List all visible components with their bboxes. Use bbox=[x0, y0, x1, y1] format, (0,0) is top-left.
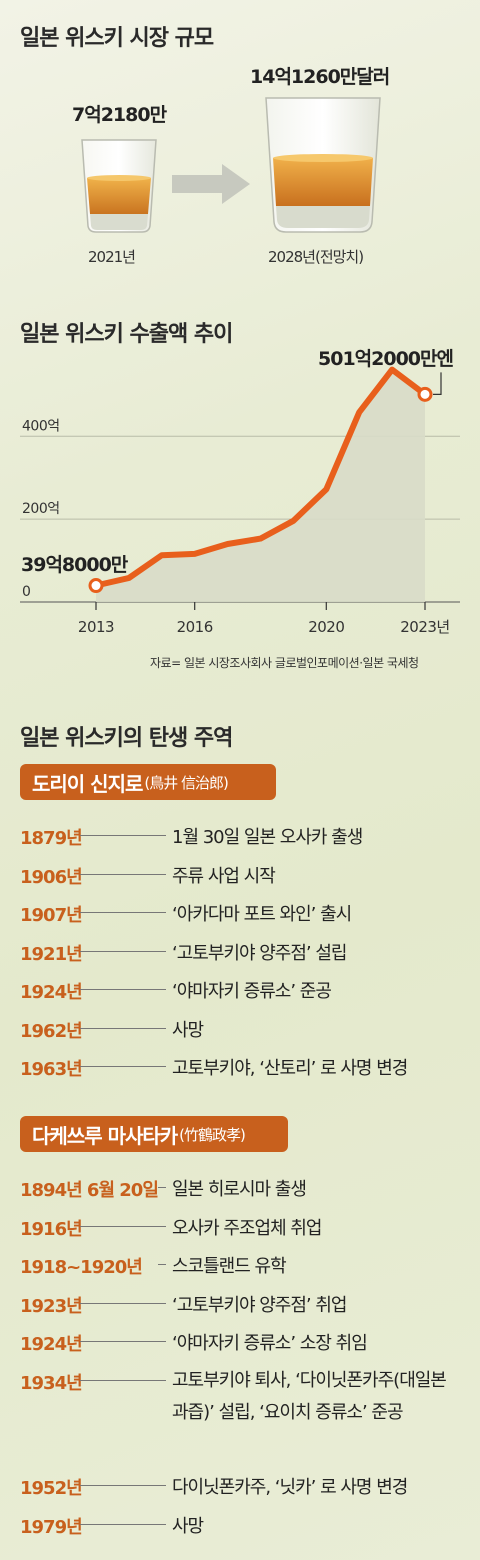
timeline-connector bbox=[80, 835, 166, 836]
timeline-event: 사망 bbox=[172, 1019, 204, 1041]
timeline-year: 1921년 bbox=[20, 943, 83, 965]
data-source: 자료= 일본 시장조사회사 글로벌인포메이션·일본 국세청 bbox=[150, 656, 419, 670]
market-title: 일본 위스키 시장 규모 bbox=[20, 26, 214, 51]
timeline-year: 1962년 bbox=[20, 1020, 83, 1042]
y-tick-label: 0 bbox=[22, 584, 30, 600]
timeline-event: 사망 bbox=[172, 1515, 204, 1537]
timeline-year: 1918~1920년 bbox=[20, 1257, 143, 1278]
arrow-right-icon bbox=[172, 164, 250, 204]
person-name: 다케쓰루 마사타카 bbox=[32, 1123, 178, 1148]
timeline-title: 일본 위스키의 탄생 주역 bbox=[20, 726, 233, 751]
person-name: 도리이 신지로 bbox=[32, 771, 143, 796]
end-label-leader bbox=[433, 372, 442, 395]
x-tick-label: 2023년 bbox=[400, 618, 449, 636]
timeline-year: 1934년 bbox=[20, 1372, 83, 1394]
timeline-year: 1924년 bbox=[20, 982, 83, 1003]
timeline-year: 1879년 bbox=[20, 828, 83, 849]
timeline-connector bbox=[80, 1379, 166, 1381]
timeline-year: 1924년 bbox=[20, 1334, 83, 1355]
y-tick-label: 200억 bbox=[22, 501, 60, 517]
export-title: 일본 위스키 수출액 추이 bbox=[20, 322, 233, 347]
x-tick-label: 2020 bbox=[308, 618, 344, 636]
timeline-connector bbox=[80, 1027, 166, 1029]
timeline-event: 1월 30일 일본 오사카 출생 bbox=[172, 827, 363, 848]
timeline-connector bbox=[80, 1066, 166, 1067]
timeline-connector bbox=[80, 1485, 166, 1487]
timeline-event: 고토부키야, ‘산토리’ 로 사명 변경 bbox=[172, 1058, 408, 1079]
timeline-year: 1907년 bbox=[20, 905, 83, 926]
market-2021-value: 7억2180만 bbox=[72, 104, 167, 126]
timeline-connector bbox=[80, 912, 166, 913]
timeline-year: 1916년 bbox=[20, 1218, 83, 1240]
timeline-event: ‘고토부키야 양주점’ 취업 bbox=[172, 1294, 348, 1316]
timeline-event: ‘아카다마 포트 와인’ 출시 bbox=[172, 904, 352, 925]
timeline-connector bbox=[158, 1264, 166, 1265]
timeline-connector bbox=[158, 1187, 166, 1188]
export-area bbox=[96, 369, 425, 602]
timeline-event: 고토부키야 퇴사, ‘다이닛폰카주(대일본과즙)’ 설립, ‘요이치 증류소’ … bbox=[172, 1369, 447, 1423]
export-chart: 0 200억 400억 2013 2016 2020 2023년 bbox=[20, 366, 460, 636]
timeline-event: 일본 히로시마 출생 bbox=[172, 1179, 307, 1200]
timeline-year: 1963년 bbox=[20, 1059, 83, 1080]
timeline-event: ‘고토부키야 양주점’ 설립 bbox=[172, 942, 348, 964]
timeline-connector bbox=[80, 1225, 166, 1227]
market-2021-year: 2021년 bbox=[88, 248, 136, 266]
market-2028-year: 2028년(전망치) bbox=[268, 248, 364, 266]
person-hanja: (竹鶴政孝) bbox=[179, 1125, 246, 1144]
timeline-event: ‘야마자키 증류소’ 준공 bbox=[172, 981, 332, 1002]
timeline-event: ‘야마자키 증류소’ 소장 취임 bbox=[172, 1333, 368, 1354]
person-hanja: (鳥井 信治郎) bbox=[144, 773, 228, 792]
export-end-label: 501억2000만엔 bbox=[318, 348, 454, 370]
export-line bbox=[93, 366, 428, 589]
person-badge-torii: 도리이 신지로 (鳥井 信治郎) bbox=[20, 764, 276, 800]
timeline-year: 1979년 bbox=[20, 1516, 83, 1538]
timeline-connector bbox=[80, 1302, 166, 1304]
x-tick-label: 2016 bbox=[177, 618, 213, 636]
data-point-marker bbox=[88, 578, 104, 594]
export-start-label: 39억8000만 bbox=[21, 554, 128, 576]
small-whisky-glass-icon bbox=[81, 139, 157, 233]
timeline-year: 1923년 bbox=[20, 1295, 83, 1317]
timeline-event: 다이닛폰카주, ‘닛카’ 로 사명 변경 bbox=[172, 1477, 408, 1499]
data-point-marker bbox=[417, 386, 433, 402]
timeline-connector bbox=[80, 989, 166, 990]
y-tick-label: 400억 bbox=[22, 418, 60, 434]
timeline-connector bbox=[80, 950, 166, 952]
timeline-event: 오사카 주조업체 취업 bbox=[172, 1217, 322, 1239]
timeline-connector bbox=[80, 873, 166, 875]
timeline-year: 1894년 6월 20일 bbox=[20, 1180, 159, 1201]
timeline-year: 1906년 bbox=[20, 866, 83, 888]
timeline-connector bbox=[80, 1341, 166, 1342]
timeline-event: 주류 사업 시작 bbox=[172, 865, 276, 887]
x-tick-label: 2013 bbox=[78, 618, 114, 636]
timeline-year: 1952년 bbox=[20, 1478, 83, 1500]
market-2028-value: 14억1260만달러 bbox=[250, 66, 390, 88]
person-badge-taketsuru: 다케쓰루 마사타카 (竹鶴政孝) bbox=[20, 1116, 288, 1152]
timeline-connector bbox=[80, 1523, 166, 1525]
timeline-event: 스코틀랜드 유학 bbox=[172, 1256, 287, 1277]
large-whisky-glass-icon bbox=[265, 97, 381, 233]
